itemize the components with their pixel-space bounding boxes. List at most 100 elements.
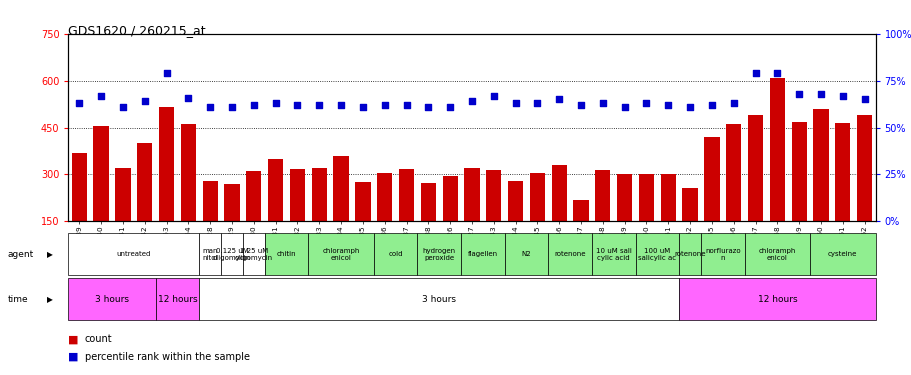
Text: flagellen: flagellen	[467, 251, 497, 257]
Text: 100 uM
salicylic ac: 100 uM salicylic ac	[638, 248, 676, 261]
Text: hydrogen
peroxide: hydrogen peroxide	[422, 248, 456, 261]
Text: chitin: chitin	[276, 251, 296, 257]
Bar	[312, 168, 326, 268]
Point	[529, 100, 544, 106]
Point	[181, 94, 196, 100]
Point	[726, 100, 741, 106]
Bar	[529, 173, 545, 268]
Bar	[376, 173, 392, 268]
Text: 3 hours: 3 hours	[422, 295, 456, 304]
Bar	[747, 115, 763, 268]
Bar	[591, 233, 635, 275]
Bar	[679, 278, 875, 320]
Text: untreated: untreated	[117, 251, 151, 257]
Bar	[442, 176, 457, 268]
Bar	[769, 78, 784, 268]
Text: rotenone: rotenone	[673, 251, 705, 257]
Bar	[681, 188, 697, 268]
Bar	[290, 169, 305, 268]
Point	[377, 102, 392, 108]
Text: cold: cold	[388, 251, 403, 257]
Bar	[635, 233, 679, 275]
Bar	[504, 233, 548, 275]
Point	[355, 104, 370, 110]
Point	[704, 102, 719, 108]
Bar	[264, 233, 308, 275]
Bar	[246, 171, 261, 268]
Point	[551, 96, 566, 102]
Point	[747, 70, 762, 76]
Text: agent: agent	[7, 250, 34, 259]
Bar	[856, 115, 871, 268]
Point	[72, 100, 87, 106]
Bar	[813, 109, 828, 268]
Text: count: count	[85, 334, 112, 344]
Point	[639, 100, 653, 106]
Bar	[137, 143, 152, 268]
Text: chloramph
enicol: chloramph enicol	[322, 248, 359, 261]
Text: rotenone: rotenone	[554, 251, 585, 257]
Bar	[398, 169, 414, 268]
Point	[138, 98, 152, 104]
Bar	[308, 233, 374, 275]
Bar	[156, 278, 200, 320]
Bar	[72, 153, 87, 268]
Bar	[638, 174, 653, 268]
Point	[856, 96, 871, 102]
Text: cysteine: cysteine	[827, 251, 856, 257]
Bar	[68, 278, 156, 320]
Point	[116, 104, 130, 110]
Bar	[507, 181, 523, 268]
Bar	[701, 233, 743, 275]
Bar	[660, 174, 675, 268]
Bar	[725, 124, 741, 268]
Point	[595, 100, 609, 106]
Text: ■: ■	[68, 352, 79, 362]
Text: ▶: ▶	[47, 295, 53, 304]
Point	[507, 100, 522, 106]
Text: ■: ■	[68, 334, 79, 344]
Point	[246, 102, 261, 108]
Bar	[461, 233, 504, 275]
Point	[443, 104, 457, 110]
Text: 12 hours: 12 hours	[158, 295, 197, 304]
Bar	[180, 124, 196, 268]
Bar	[486, 170, 501, 268]
Point	[573, 102, 588, 108]
Text: 1.25 uM
oligomycin: 1.25 uM oligomycin	[234, 248, 272, 261]
Point	[159, 70, 174, 76]
Bar	[417, 233, 461, 275]
Bar	[268, 159, 283, 268]
Point	[769, 70, 783, 76]
Text: time: time	[7, 295, 28, 304]
Bar	[464, 168, 479, 268]
Bar	[200, 278, 679, 320]
Point	[290, 102, 304, 108]
Bar	[224, 184, 240, 268]
Text: chloramph
enicol: chloramph enicol	[758, 248, 795, 261]
Bar	[68, 233, 200, 275]
Bar	[703, 137, 719, 268]
Text: man
nitol: man nitol	[202, 248, 218, 261]
Text: ▶: ▶	[47, 250, 53, 259]
Text: 3 hours: 3 hours	[95, 295, 128, 304]
Bar	[94, 126, 108, 268]
Bar	[242, 233, 264, 275]
Text: GDS1620 / 260215_at: GDS1620 / 260215_at	[68, 24, 206, 38]
Bar	[355, 182, 370, 268]
Bar	[420, 183, 435, 268]
Text: 10 uM sali
cylic acid: 10 uM sali cylic acid	[595, 248, 631, 261]
Bar	[743, 233, 809, 275]
Point	[834, 93, 849, 99]
Point	[486, 93, 500, 99]
Point	[312, 102, 326, 108]
Point	[268, 100, 282, 106]
Bar	[791, 122, 806, 268]
Point	[224, 104, 239, 110]
Bar	[679, 233, 701, 275]
Point	[660, 102, 675, 108]
Text: 0.125 uM
oligomycin: 0.125 uM oligomycin	[212, 248, 251, 261]
Bar	[548, 233, 591, 275]
Text: N2: N2	[521, 251, 531, 257]
Bar	[595, 170, 609, 268]
